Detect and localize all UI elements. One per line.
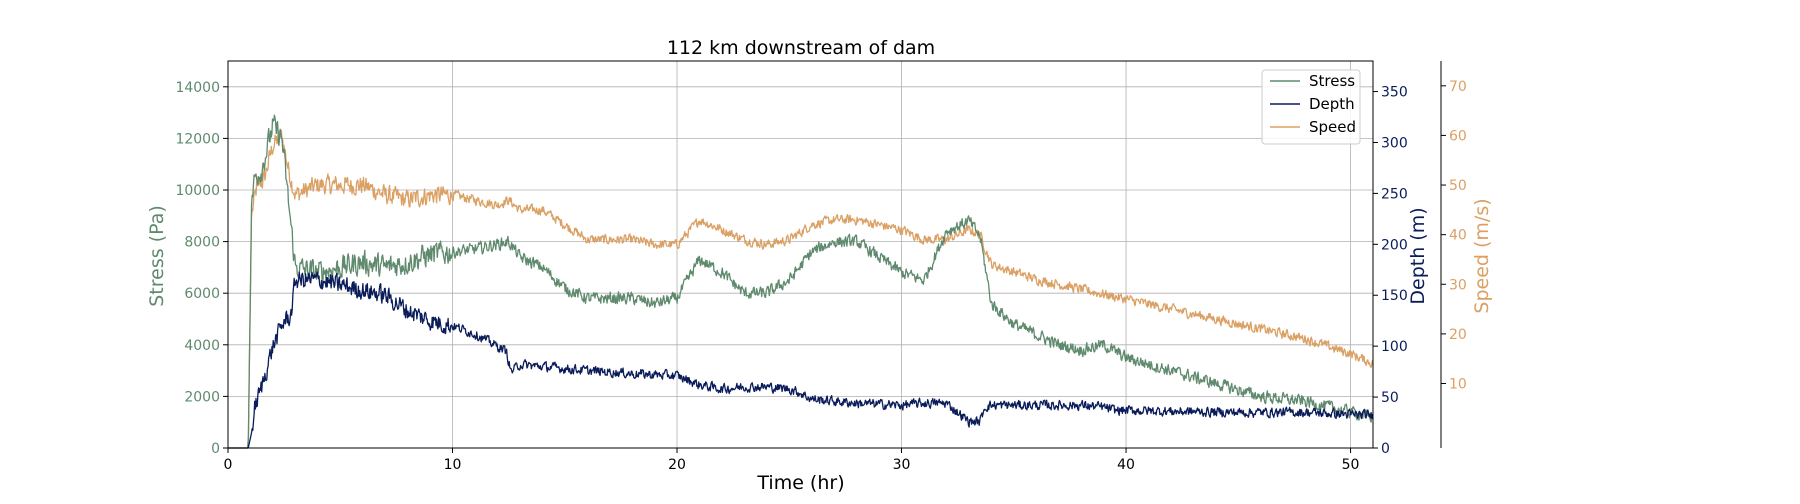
legend: Stress Depth Speed	[1261, 69, 1361, 145]
y-tick-label-speed: 60	[1449, 128, 1467, 144]
chart-title: 112 km downstream of dam	[667, 37, 935, 59]
legend-label-depth: Depth	[1309, 95, 1355, 113]
legend-box	[1261, 69, 1361, 145]
x-tick-label: 0	[224, 457, 233, 473]
x-tick-label: 30	[893, 457, 911, 473]
y-tick-label-speed: 20	[1449, 327, 1467, 343]
legend-label-speed: Speed	[1309, 118, 1356, 136]
y-tick-label-depth: 200	[1381, 237, 1408, 253]
grid	[227, 61, 1373, 449]
y-axis-label-stress: Stress (Pa)	[146, 205, 168, 307]
y-tick-label-stress: 6000	[184, 286, 220, 302]
x-tick-label: 10	[444, 457, 462, 473]
x-axis-label: Time (hr)	[756, 472, 844, 494]
y-tick-label-depth: 100	[1381, 339, 1408, 355]
y-tick-label-stress: 2000	[184, 389, 220, 405]
y-tick-label-depth: 300	[1381, 135, 1408, 151]
y-tick-label-depth: 250	[1381, 186, 1408, 202]
y-tick-label-depth: 50	[1381, 390, 1399, 406]
y-tick-label-speed: 30	[1449, 277, 1467, 293]
y-tick-label-depth: 150	[1381, 288, 1408, 304]
y-tick-label-stress: 14000	[175, 80, 220, 96]
y-tick-label-speed: 70	[1449, 79, 1467, 95]
y-tick-label-stress: 12000	[175, 131, 220, 147]
plot-lines	[227, 114, 1374, 449]
series-line-speed	[227, 129, 1374, 449]
series-line-stress	[227, 114, 1374, 449]
ticks: 0 10 20 30 40 5002000400060008000100001200014…	[175, 79, 1466, 473]
x-tick-label: 50	[1342, 457, 1360, 473]
y-tick-label-stress: 8000	[184, 235, 220, 251]
y-tick-label-speed: 50	[1449, 178, 1467, 194]
y-tick-label-stress: 10000	[175, 183, 220, 199]
y-axis-label-speed: Speed (m/s)	[1471, 198, 1493, 313]
y-tick-label-speed: 40	[1449, 228, 1467, 244]
y-tick-label-speed: 10	[1449, 377, 1467, 393]
x-tick-label: 40	[1117, 457, 1135, 473]
axes-frame	[227, 60, 1442, 449]
y-axis-label-depth: Depth (m)	[1407, 207, 1429, 304]
x-tick-label: 20	[668, 457, 686, 473]
series-line-depth	[227, 271, 1374, 449]
y-tick-label-depth: 350	[1381, 85, 1408, 101]
y-tick-label-stress: 4000	[184, 338, 220, 354]
y-tick-label-stress: 0	[211, 441, 220, 457]
plot-frame	[227, 60, 1374, 449]
y-tick-label-depth: 0	[1381, 441, 1390, 457]
legend-label-stress: Stress	[1309, 72, 1355, 90]
